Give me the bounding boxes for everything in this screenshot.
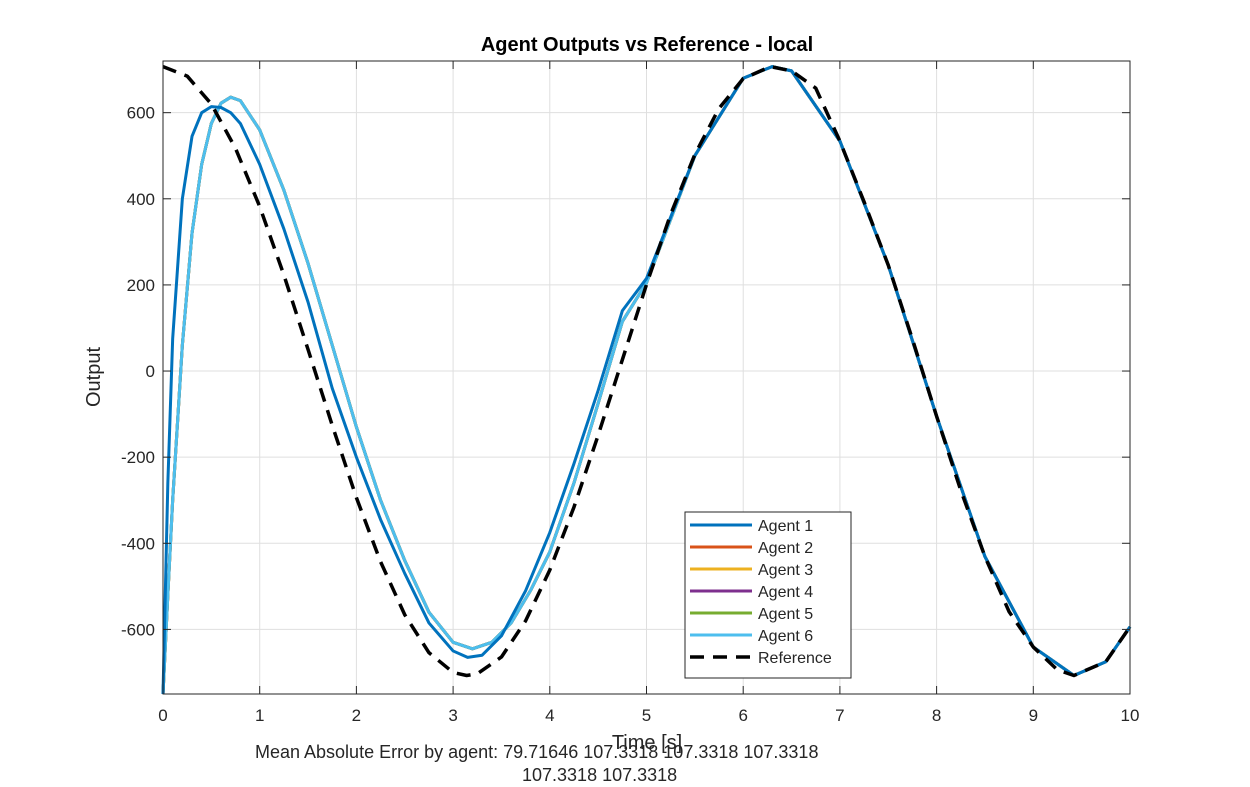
- mae-caption-line-1: Mean Absolute Error by agent: 79.71646 1…: [255, 742, 818, 762]
- x-tick-label: 8: [932, 706, 941, 725]
- x-tick-label: 1: [255, 706, 264, 725]
- plot-lines: [161, 64, 1132, 695]
- x-tick-label: 2: [352, 706, 361, 725]
- legend-label: Agent 4: [758, 584, 813, 601]
- y-tick-label: 600: [127, 104, 155, 123]
- legend-label: Agent 3: [758, 562, 813, 579]
- x-axis-title: Time [s]: [612, 732, 682, 754]
- mae-caption-line-2: 107.3318 107.3318: [522, 765, 677, 782]
- grid: [162, 61, 1131, 694]
- y-tick-label: -200: [121, 448, 155, 467]
- y-axis-title: Output: [83, 347, 105, 407]
- x-tick-label: 0: [158, 706, 167, 725]
- legend-label: Reference: [758, 650, 832, 667]
- x-tick-label: 4: [545, 706, 554, 725]
- legend-label: Agent 5: [758, 606, 813, 623]
- axes: 0 1 2 3 4 5 6 7 8 9 10 -600 -400 -200 0 200 400 600: [121, 60, 1140, 725]
- legend-box: [684, 511, 852, 679]
- chart-title: Agent Outputs vs Reference - local: [481, 34, 813, 56]
- legend: Agent 1 Agent 2 Agent 3 Agent 4 Agent 5 Agent…: [684, 511, 852, 679]
- x-tick-label: 5: [642, 706, 651, 725]
- x-tick-label: 9: [1029, 706, 1038, 725]
- legend-label: Agent 1: [758, 518, 813, 535]
- y-tick-label: 400: [127, 190, 155, 209]
- y-tick-label: 200: [127, 276, 155, 295]
- x-tick-label: 10: [1121, 706, 1140, 725]
- y-tick-label: -400: [121, 534, 155, 553]
- series-line-reference: [162, 64, 1132, 678]
- legend-label: Agent 6: [758, 628, 813, 645]
- legend-label: Agent 2: [758, 540, 813, 557]
- y-tick-label: -600: [121, 620, 155, 639]
- x-tick-label: 7: [835, 706, 844, 725]
- mae-caption: Mean Absolute Error by agent: 79.71646 1…: [255, 742, 818, 785]
- x-tick-label: 3: [448, 706, 457, 725]
- x-tick-label: 6: [738, 706, 747, 725]
- y-tick-label: 0: [146, 362, 155, 381]
